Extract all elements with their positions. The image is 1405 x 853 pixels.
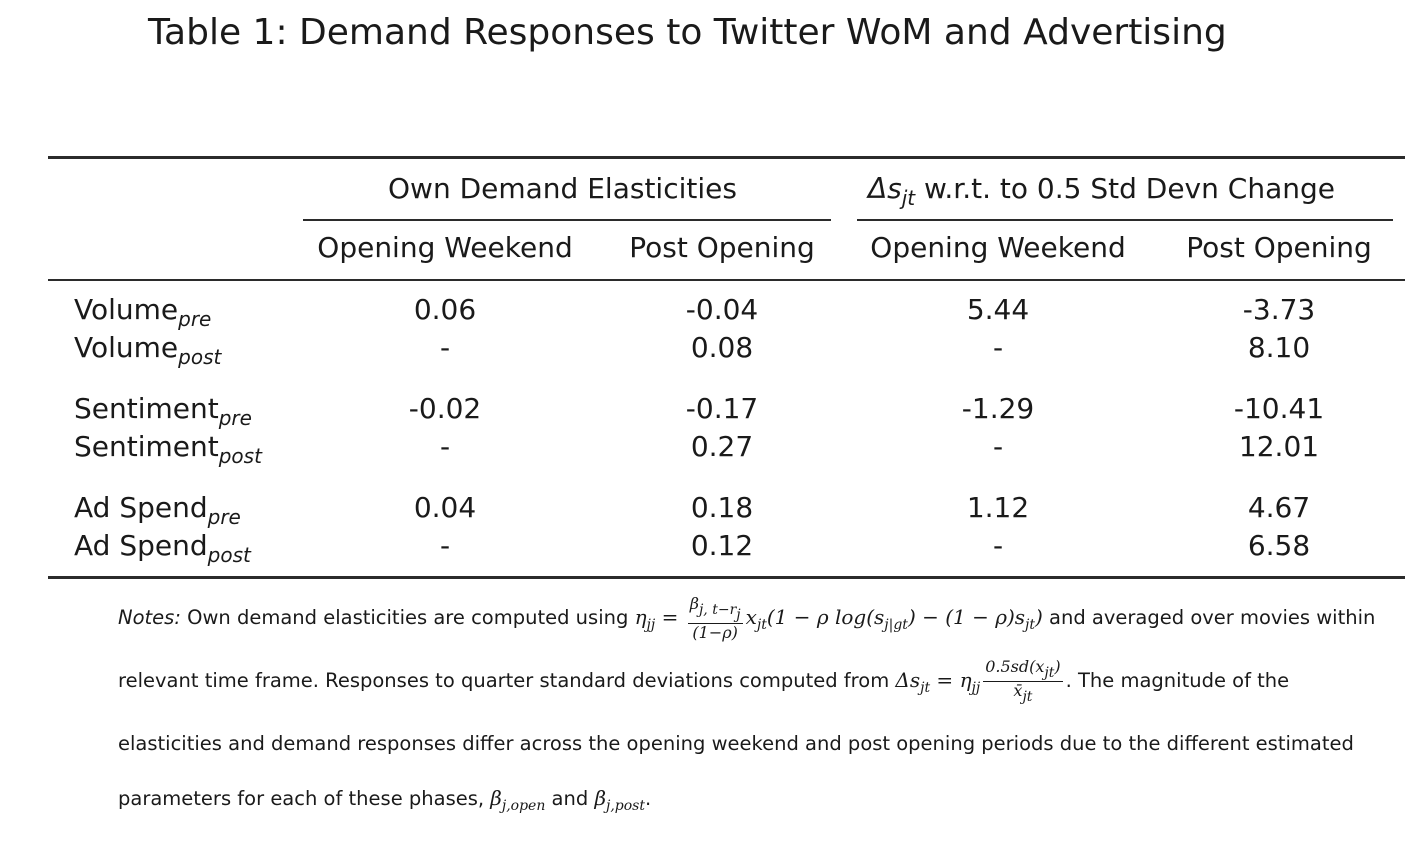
group-header-elasticities: Own Demand Elasticities [388, 172, 737, 205]
table-cell: - [992, 430, 1004, 463]
table-cell: -10.41 [1233, 392, 1325, 425]
table-cell: -0.04 [685, 293, 759, 326]
subheader-post-opening-elasticity: Post Opening [629, 231, 815, 264]
table-cell: 0.18 [690, 491, 754, 524]
table-cell: 0.04 [413, 491, 477, 524]
table-cell: 12.01 [1238, 430, 1320, 463]
elasticity-formula: ηjj = βj, t−rj (1−ρ) xjt(1 − ρ log(sj|gt) … [634, 593, 1043, 642]
group-header-responses-text: w.r.t. to 0.5 Std Devn Change [915, 172, 1335, 205]
row-label: Ad Spendpost [74, 529, 251, 567]
row-label: Sentimentpre [74, 392, 252, 430]
mid-rule [48, 279, 1405, 281]
row-label: Sentimentpost [74, 430, 262, 468]
table-notes: Notes: Own demand elasticities are compu… [118, 593, 1376, 814]
beta-post-symbol: βj,post [594, 785, 645, 814]
table-cell: - [439, 529, 451, 562]
table-cell: - [992, 529, 1004, 562]
row-label: Volumepost [74, 331, 222, 369]
row-label: Ad Spendpre [74, 491, 241, 529]
table-cell: 0.27 [690, 430, 754, 463]
row-label: Volumepre [74, 293, 212, 331]
table-cell: 5.44 [966, 293, 1030, 326]
table-cell: - [439, 331, 451, 364]
table-cell: -0.02 [408, 392, 482, 425]
delta-s-symbol: Δs [868, 172, 902, 205]
table-cell: - [439, 430, 451, 463]
table-cell: -3.73 [1242, 293, 1316, 326]
subheader-opening-weekend-response: Opening Weekend [870, 231, 1126, 264]
subheader-opening-weekend-elasticity: Opening Weekend [317, 231, 573, 264]
table-cell: 8.10 [1247, 331, 1311, 364]
group-header-responses: Δsjt w.r.t. to 0.5 Std Devn Change [868, 172, 1335, 210]
top-rule [48, 156, 1405, 159]
elasticity-fraction: βj, t−rj (1−ρ) [687, 593, 743, 642]
subheader-post-opening-response: Post Opening [1186, 231, 1372, 264]
bottom-rule [48, 576, 1405, 579]
cmidrule-elasticities [303, 219, 831, 221]
table-cell: 0.06 [413, 293, 477, 326]
beta-open-symbol: βj,open [490, 785, 546, 814]
cmidrule-responses [857, 219, 1393, 221]
delta-s-subscript: jt [901, 186, 916, 210]
table-cell: 0.12 [690, 529, 754, 562]
table-cell: -0.17 [685, 392, 759, 425]
table-cell: -1.29 [961, 392, 1035, 425]
table-cell: 1.12 [966, 491, 1030, 524]
response-formula: Δsjt = ηjj 0.5sd(xjt) x̄jt [895, 656, 1063, 705]
response-fraction: 0.5sd(xjt) x̄jt [983, 656, 1063, 705]
table-caption: Table 1: Demand Responses to Twitter WoM… [148, 12, 1227, 53]
table-cell: - [992, 331, 1004, 364]
table-cell: 4.67 [1247, 491, 1311, 524]
table-cell: 6.58 [1247, 529, 1311, 562]
table-cell: 0.08 [690, 331, 754, 364]
notes-lead: Notes: [118, 606, 181, 629]
